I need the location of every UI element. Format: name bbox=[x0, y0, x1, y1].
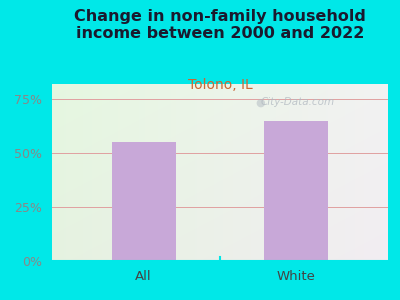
Text: ●: ● bbox=[256, 97, 265, 107]
Bar bbox=[264, 121, 328, 261]
Text: Tolono, IL: Tolono, IL bbox=[188, 78, 252, 92]
Text: Change in non-family household
income between 2000 and 2022: Change in non-family household income be… bbox=[74, 9, 366, 41]
Bar bbox=[112, 142, 176, 261]
Text: City-Data.com: City-Data.com bbox=[260, 97, 334, 107]
